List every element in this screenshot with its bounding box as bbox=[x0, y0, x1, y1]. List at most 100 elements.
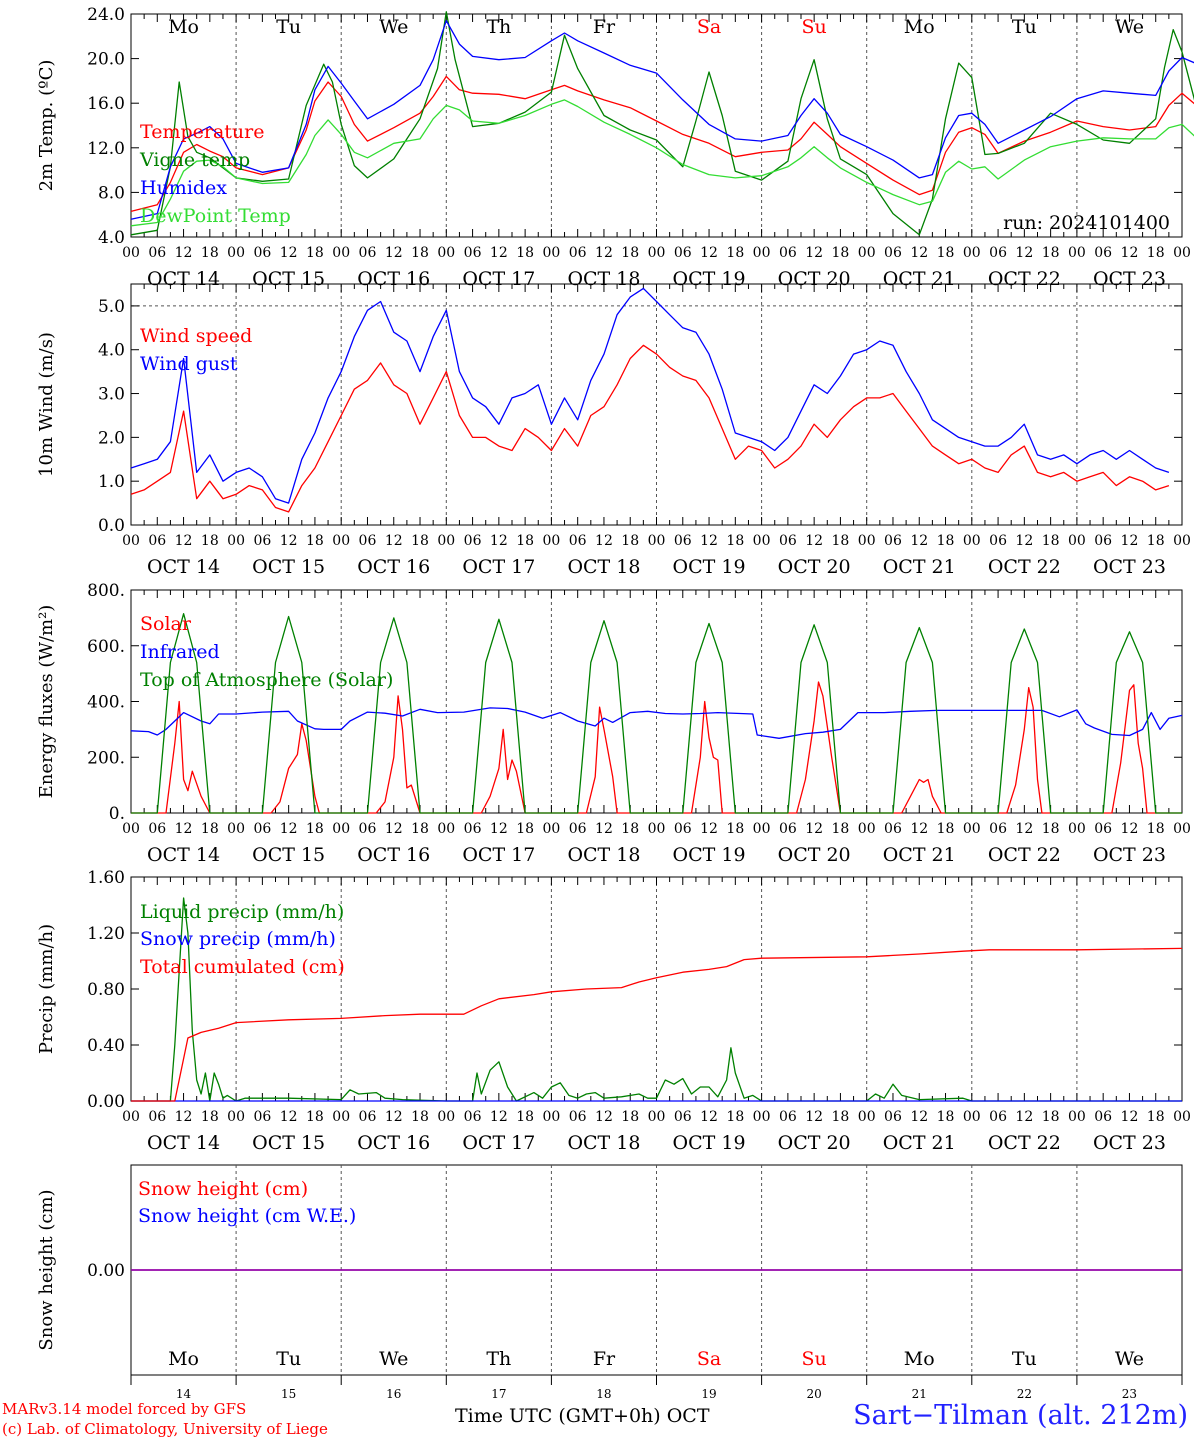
hour-label: 00 bbox=[332, 245, 350, 261]
hour-label: 00 bbox=[227, 533, 245, 549]
panel-precip: 0.00 0.40 0.80 1.20 1.60 Precip (mm/h) 00 06 12 1… bbox=[36, 868, 1191, 1154]
y-axis-label: Precip (mm/h) bbox=[36, 924, 57, 1054]
hour-label: 00 bbox=[858, 821, 876, 837]
hour-label: 12 bbox=[910, 533, 928, 549]
legend-entry: Humidex bbox=[140, 177, 227, 199]
date-label: OCT 14 bbox=[147, 844, 220, 866]
day-name: We bbox=[1115, 1348, 1144, 1370]
day-number: 14 bbox=[176, 1387, 192, 1401]
hour-label: 06 bbox=[989, 821, 1007, 837]
x-axis-title: Time UTC (GMT+0h) OCT bbox=[455, 1405, 710, 1427]
panel-fluxes: 0. 200. 400. 600. 800. Energy fluxes (W/m²) 00… bbox=[36, 581, 1191, 866]
hour-label: 12 bbox=[385, 821, 403, 837]
date-label: OCT 19 bbox=[673, 1132, 746, 1154]
date-label: OCT 14 bbox=[147, 1132, 220, 1154]
y-tick-label: 0.80 bbox=[87, 980, 125, 1000]
hour-label: 00 bbox=[963, 533, 981, 549]
hour-label: 00 bbox=[1173, 533, 1191, 549]
hour-label: 18 bbox=[1147, 821, 1165, 837]
y-tick-label: 8.0 bbox=[98, 183, 125, 203]
day-number: 15 bbox=[281, 1387, 296, 1401]
hour-label: 12 bbox=[490, 1109, 508, 1125]
y-tick-label: 0.40 bbox=[87, 1036, 125, 1056]
hour-label: 18 bbox=[726, 245, 744, 261]
hour-label: 18 bbox=[726, 821, 744, 837]
hour-label: 06 bbox=[779, 533, 797, 549]
hour-label: 00 bbox=[1068, 821, 1086, 837]
y-tick-label: 20.0 bbox=[87, 50, 125, 70]
hour-label: 18 bbox=[411, 821, 429, 837]
hour-label: 12 bbox=[700, 533, 718, 549]
day-name: Th bbox=[486, 16, 511, 38]
date-label: OCT 21 bbox=[883, 844, 956, 866]
day-number: 19 bbox=[701, 1387, 716, 1401]
y-tick-label: 4.0 bbox=[98, 228, 125, 248]
hour-label: 12 bbox=[1121, 821, 1139, 837]
date-label: OCT 22 bbox=[988, 1132, 1061, 1154]
hour-label: 12 bbox=[1015, 533, 1033, 549]
hour-label: 06 bbox=[464, 1109, 482, 1125]
hour-label: 06 bbox=[148, 1109, 166, 1125]
hour-label: 12 bbox=[1015, 1109, 1033, 1125]
hour-label: 18 bbox=[726, 1109, 744, 1125]
legend-entry: Wind gust bbox=[140, 353, 238, 375]
hour-label: 12 bbox=[805, 245, 823, 261]
hour-label: 12 bbox=[385, 245, 403, 261]
hour-label: 06 bbox=[1094, 1109, 1112, 1125]
legend-entry: Vigne temp bbox=[139, 149, 250, 171]
hour-label: 12 bbox=[175, 533, 193, 549]
y-axis-label: Snow height (cm) bbox=[36, 1189, 57, 1350]
panel-wind: 0.0 1.0 2.0 3.0 4.0 5.0 10m Wind (m/s) 00 06 12 18… bbox=[36, 283, 1191, 578]
hour-label: 18 bbox=[411, 1109, 429, 1125]
hour-label: 00 bbox=[963, 245, 981, 261]
hour-label: 18 bbox=[201, 1109, 219, 1125]
lab-credit: (c) Lab. of Climatology, University of L… bbox=[2, 1420, 328, 1438]
hour-label: 18 bbox=[516, 245, 534, 261]
day-name: Mo bbox=[904, 16, 935, 38]
day-name: Tu bbox=[1012, 1348, 1037, 1370]
hour-label: 00 bbox=[963, 821, 981, 837]
hour-label: 12 bbox=[280, 245, 298, 261]
date-label: OCT 16 bbox=[357, 556, 430, 578]
hour-label: 06 bbox=[253, 533, 271, 549]
hour-label: 18 bbox=[516, 1109, 534, 1125]
hour-label: 12 bbox=[490, 821, 508, 837]
hour-label: 18 bbox=[621, 245, 639, 261]
hour-label: 18 bbox=[411, 245, 429, 261]
series-vigne-temp bbox=[130, 11, 1194, 236]
hour-label: 06 bbox=[359, 245, 377, 261]
day-number: 23 bbox=[1122, 1387, 1137, 1401]
hour-label: 18 bbox=[1147, 533, 1165, 549]
y-tick-label: 0.00 bbox=[87, 1261, 125, 1281]
series-wind-gust bbox=[130, 287, 1170, 504]
day-name: Tu bbox=[276, 1348, 301, 1370]
hour-label: 12 bbox=[595, 1109, 613, 1125]
day-number: 16 bbox=[386, 1387, 401, 1401]
hour-label: 06 bbox=[884, 245, 902, 261]
hour-label: 00 bbox=[122, 533, 140, 549]
hour-label: 12 bbox=[700, 1109, 718, 1125]
hour-label: 06 bbox=[148, 245, 166, 261]
hour-label: 18 bbox=[937, 245, 955, 261]
series-dewpoint-temp bbox=[130, 99, 1194, 227]
date-label: OCT 21 bbox=[883, 556, 956, 578]
hour-label: 06 bbox=[569, 1109, 587, 1125]
hour-label: 06 bbox=[779, 821, 797, 837]
date-label: OCT 18 bbox=[567, 844, 640, 866]
hour-label: 18 bbox=[516, 533, 534, 549]
hour-label: 12 bbox=[280, 533, 298, 549]
hour-label: 18 bbox=[201, 821, 219, 837]
hour-label: 06 bbox=[884, 1109, 902, 1125]
hour-label: 12 bbox=[595, 821, 613, 837]
hour-label: 00 bbox=[858, 245, 876, 261]
hour-label: 06 bbox=[569, 245, 587, 261]
hour-label: 00 bbox=[1173, 821, 1191, 837]
hour-label: 06 bbox=[359, 821, 377, 837]
series-liquid-precip-mm-h bbox=[131, 897, 1182, 1102]
hour-label: 06 bbox=[359, 1109, 377, 1125]
date-label: OCT 21 bbox=[883, 1132, 956, 1154]
day-number: 22 bbox=[1017, 1387, 1032, 1401]
hour-label: 06 bbox=[1094, 533, 1112, 549]
hour-label: 12 bbox=[175, 1109, 193, 1125]
date-label: OCT 15 bbox=[252, 844, 325, 866]
